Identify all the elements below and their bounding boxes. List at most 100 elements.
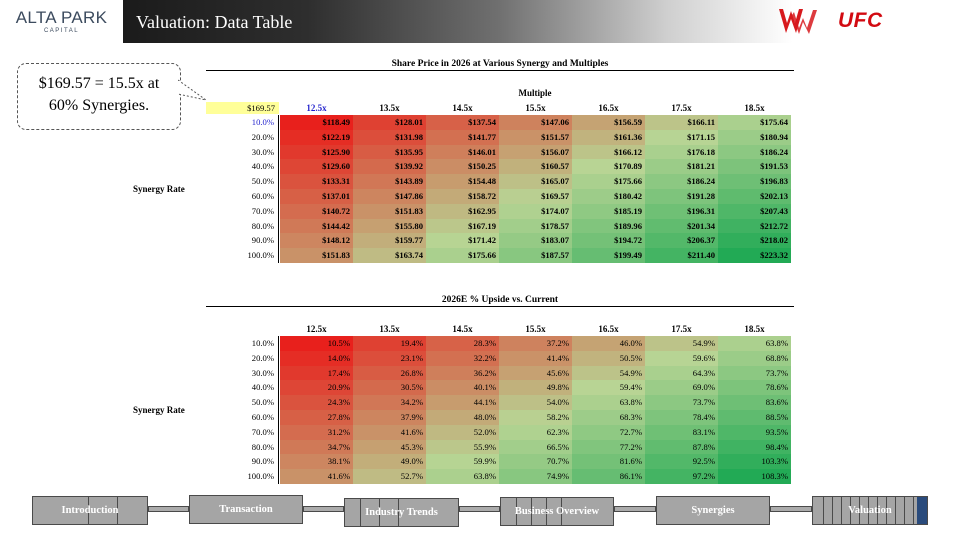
- table2-cell: 24.3%: [280, 395, 353, 410]
- table1-cell: $131.98: [353, 129, 426, 145]
- table2-cell: 49.0%: [353, 454, 426, 470]
- table2-cell: 32.2%: [426, 350, 499, 366]
- table2-row-label: 20.0%: [251, 352, 274, 363]
- table2-row-divider: [278, 336, 279, 484]
- table2-cell: 62.3%: [499, 424, 572, 440]
- nav-tab-divider: [841, 497, 842, 524]
- table2-cell: 59.6%: [645, 350, 718, 366]
- table2-col-header: 13.5x: [379, 324, 400, 334]
- nav-tab-label: Synergies: [691, 505, 735, 516]
- table2-col-header: 16.5x: [598, 324, 619, 334]
- page-title: Valuation: Data Table: [136, 12, 293, 32]
- table2-col-header: 14.5x: [452, 324, 473, 334]
- table1-row-label: 50.0%: [251, 176, 274, 187]
- table2-cell: 54.9%: [572, 365, 645, 381]
- nav-tab-divider: [832, 497, 833, 524]
- table2-cell: 17.4%: [280, 365, 353, 381]
- title-bar: Valuation: Data Table: [123, 0, 960, 43]
- ufc-logo: UFC: [838, 9, 883, 32]
- table2-cell: 72.7%: [572, 424, 645, 440]
- nav-tab-divider: [904, 497, 905, 524]
- table1-col-header: 16.5x: [598, 103, 619, 113]
- nav-tab-label: Valuation: [848, 505, 892, 516]
- table1-cell: $223.32: [718, 248, 791, 263]
- table1-cell: $140.72: [280, 203, 353, 219]
- table1-cell: $133.31: [280, 174, 353, 189]
- table1-cell: $202.13: [718, 189, 791, 204]
- table1-cell: $183.07: [499, 233, 572, 249]
- table1-cell: $156.07: [499, 144, 572, 160]
- table2-row-label: 100.0%: [247, 471, 275, 482]
- table1-cell: $151.57: [499, 129, 572, 145]
- table1-cell: $206.37: [645, 233, 718, 249]
- nav-tab-introduction[interactable]: Introduction: [32, 496, 148, 525]
- table1-col-header: 15.5x: [525, 103, 546, 113]
- nav-tab-transaction[interactable]: Transaction: [189, 495, 303, 524]
- table2-cell: 41.4%: [499, 350, 572, 366]
- table2-cell: 59.9%: [426, 454, 499, 470]
- nav-tab-valuation[interactable]: Valuation: [812, 496, 928, 525]
- table1-cell: $162.95: [426, 203, 499, 219]
- table2-cell: 45.3%: [353, 439, 426, 455]
- nav-tab-divider: [88, 497, 89, 524]
- table2-cell: 63.8%: [426, 469, 499, 484]
- table1-cell: $139.92: [353, 159, 426, 175]
- table1-cell: $186.24: [645, 174, 718, 189]
- table1-col-header: 12.5x: [306, 103, 327, 113]
- nav-tab-divider: [360, 499, 361, 526]
- table2-cell: 37.2%: [499, 336, 572, 351]
- table1-cell: $158.72: [426, 189, 499, 204]
- callout-line-2: 60% Synergies.: [48, 97, 150, 114]
- table2-cell: 66.5%: [499, 439, 572, 455]
- table1-cell: $194.72: [572, 233, 645, 249]
- nav-connector-line: [303, 506, 344, 512]
- table2-col-header: 18.5x: [744, 324, 765, 334]
- table2-cell: 68.8%: [718, 350, 791, 366]
- table2-cell: 93.5%: [718, 424, 791, 440]
- table2-col-header: 15.5x: [525, 324, 546, 334]
- nav-tab-business-overview[interactable]: Business Overview: [500, 497, 614, 526]
- table2-cell: 87.8%: [645, 439, 718, 455]
- table1-cell: $167.19: [426, 218, 499, 234]
- table2-cell: 52.0%: [426, 424, 499, 440]
- table1-cell: $118.49: [280, 115, 353, 130]
- table1-cell: $171.42: [426, 233, 499, 249]
- table1-anchor-value: $169.57: [206, 102, 279, 114]
- table1-row-label: 20.0%: [251, 131, 274, 142]
- nav-tab-divider: [398, 499, 399, 526]
- table1-cell: $181.21: [645, 159, 718, 175]
- table1-cell: $122.19: [280, 129, 353, 145]
- table1-cell: $151.83: [280, 248, 353, 263]
- table2-cell: 78.4%: [645, 410, 718, 425]
- table1-cell: $191.28: [645, 189, 718, 204]
- nav-tab-synergies[interactable]: Synergies: [656, 496, 770, 525]
- table2-row-label: 70.0%: [251, 426, 274, 437]
- table2-row-label: 30.0%: [251, 367, 274, 378]
- nav-connector-line: [459, 506, 500, 512]
- table1-cell: $176.18: [645, 144, 718, 160]
- table1-cell: $166.11: [645, 115, 718, 130]
- table2-cell: 10.5%: [280, 336, 353, 351]
- nav-tab-label: Business Overview: [514, 506, 600, 517]
- table2-cell: 19.4%: [353, 336, 426, 351]
- table1-cell: $199.49: [572, 248, 645, 263]
- table2-cell: 63.8%: [718, 336, 791, 351]
- table2-row-label: 60.0%: [251, 412, 274, 422]
- table2-cell: 48.0%: [426, 410, 499, 425]
- nav-tab-industry-trends[interactable]: Industry Trends: [344, 498, 459, 527]
- table1-cell: $156.59: [572, 115, 645, 130]
- table2-cell: 83.1%: [645, 424, 718, 440]
- table2-cell: 70.7%: [499, 454, 572, 470]
- table2-cell: 69.0%: [645, 380, 718, 396]
- table2-cell: 20.9%: [280, 380, 353, 396]
- table1-row-divider: [278, 115, 279, 263]
- table1-cell: $196.31: [645, 203, 718, 219]
- table1-cell: $141.77: [426, 129, 499, 145]
- table2-cell: 59.4%: [572, 380, 645, 396]
- nav-tab-divider: [516, 498, 517, 525]
- table2-cell: 73.7%: [718, 365, 791, 381]
- table2-title: 2026E % Upside vs. Current: [206, 294, 794, 307]
- table1-row-label: 40.0%: [251, 161, 274, 172]
- callout-line-1: $169.57 = 15.5x at: [38, 75, 160, 92]
- table1-cell: $125.90: [280, 144, 353, 160]
